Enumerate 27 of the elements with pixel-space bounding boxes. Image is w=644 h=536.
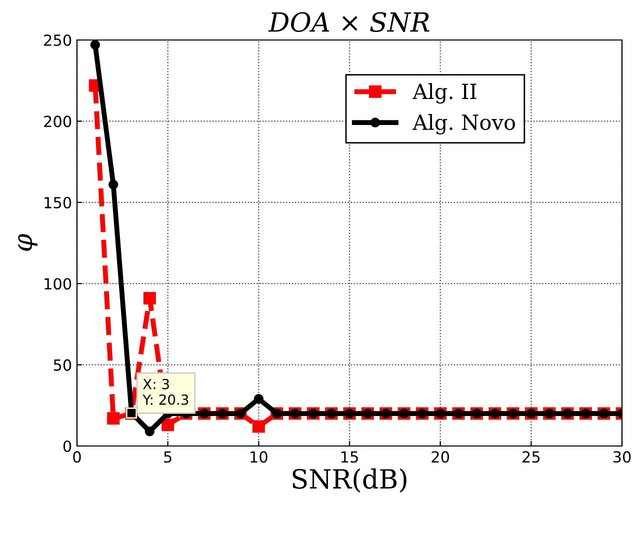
x-tick-label: 20: [432, 451, 450, 463]
point: [90, 40, 100, 50]
x-tick-label: 25: [522, 451, 540, 463]
point: [252, 420, 265, 433]
point: [144, 426, 155, 436]
legend-label: Alg. Novo: [412, 114, 515, 134]
annotation: X: 3 Y: 20.3: [142, 378, 188, 405]
x-tick-label: 0: [73, 451, 81, 463]
y-tick-label: 100: [44, 278, 72, 290]
y-tick-label: 50: [54, 359, 72, 371]
x-tick-label: 15: [341, 451, 358, 463]
x-axis-title: SNR(dB): [292, 468, 406, 493]
point: [107, 412, 120, 425]
x-tick-label: 30: [613, 451, 631, 463]
y-tick-label: 150: [44, 196, 72, 208]
x-tick-label: 5: [164, 451, 172, 463]
y-tick-label: 0: [63, 440, 72, 452]
x-tick-label: 10: [250, 451, 268, 463]
legend-label: Alg. II: [412, 83, 476, 104]
point: [254, 394, 264, 404]
y-tick-label: 250: [44, 34, 72, 46]
point: [108, 180, 118, 190]
point: [162, 418, 174, 432]
point: [143, 292, 156, 304]
y-tick-label: 200: [44, 116, 72, 128]
chart-title: DOA × SNR: [268, 12, 430, 32]
y-axis-title: φ: [18, 234, 38, 251]
